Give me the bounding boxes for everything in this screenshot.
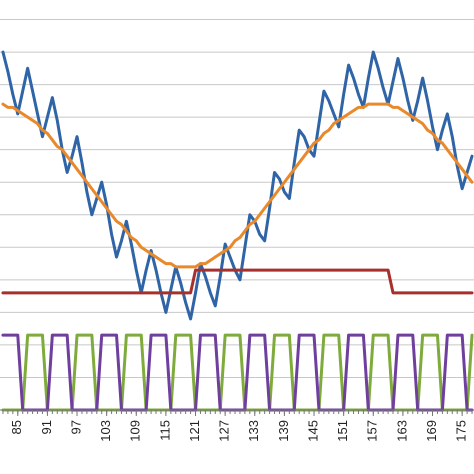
x-tick-label: 97 [68,420,83,434]
x-tick-label: 85 [9,420,24,434]
x-tick-label: 169 [424,420,439,442]
x-tick-label: 145 [305,420,320,442]
series-line [1,268,474,295]
x-tick-label: 175 [454,420,469,442]
x-tick-label: 157 [365,420,380,442]
x-tick-label: 127 [217,420,232,442]
series-line [1,333,474,412]
x-tick-label: 151 [335,420,350,442]
x-tick-label: 163 [394,420,409,442]
x-tick-label: 109 [128,420,143,442]
series-line [1,50,474,321]
x-tick-label: 91 [39,420,54,434]
x-tick-label: 115 [157,420,172,441]
x-tick-label: 103 [98,420,113,442]
x-tick-label: 121 [187,420,202,442]
series-line [1,102,474,269]
x-tick-label: 133 [246,420,261,442]
x-tick-label: 139 [276,420,291,442]
